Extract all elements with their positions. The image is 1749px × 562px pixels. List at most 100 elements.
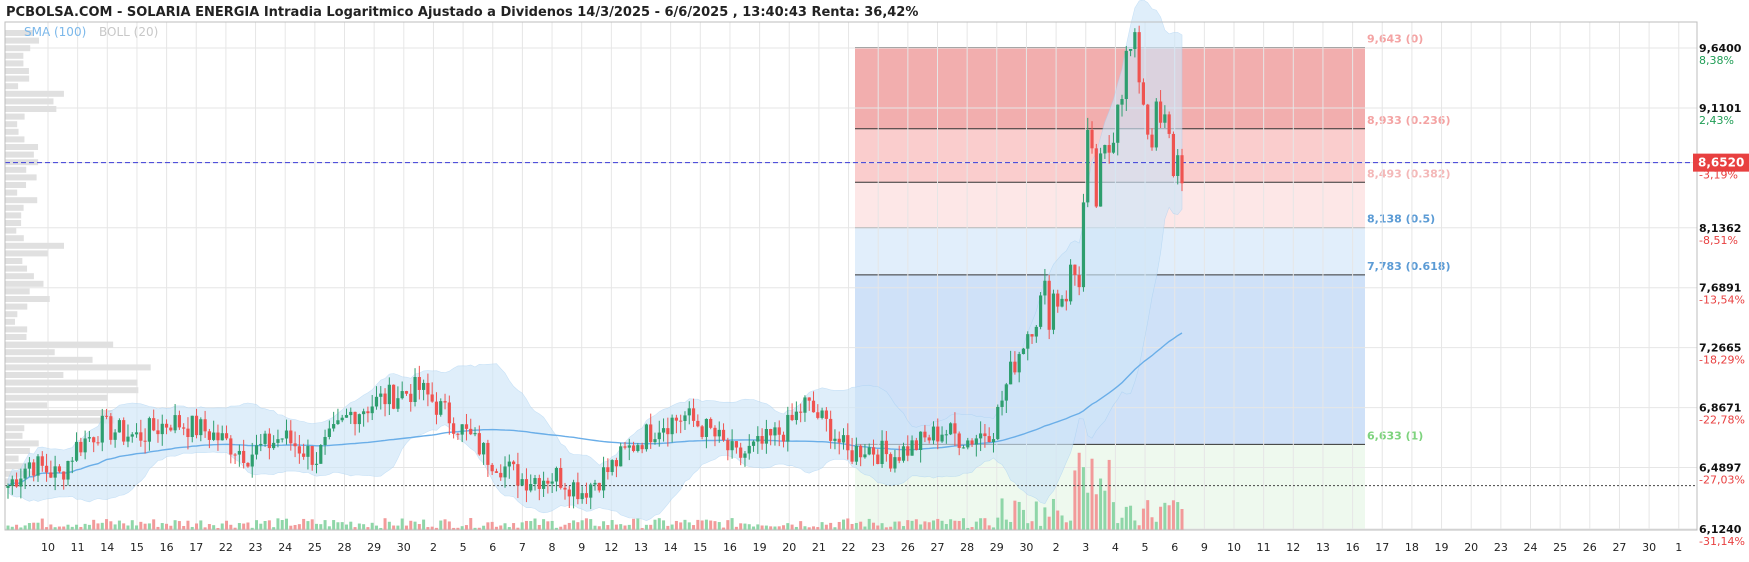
volume-bar	[872, 522, 876, 530]
x-tick-label: 14	[100, 541, 114, 554]
candle-body	[494, 471, 499, 473]
fib-label: 6,633 (1)	[1367, 429, 1423, 442]
pct-tick-label: -27,03%	[1699, 474, 1745, 487]
volume-bar	[739, 523, 743, 530]
candle-body	[764, 429, 768, 444]
volume-bar	[259, 523, 263, 530]
volume-bar	[143, 523, 147, 530]
volume-bar	[379, 527, 383, 530]
volume-bar	[27, 523, 31, 530]
candle-body	[79, 441, 83, 453]
candle-body	[910, 440, 914, 456]
x-tick-label: 5	[460, 541, 467, 554]
volume-profile-bar	[5, 30, 33, 36]
candle-body	[100, 415, 104, 443]
volume-bar	[276, 518, 280, 530]
candle-body	[949, 423, 953, 435]
volume-bar	[1081, 467, 1085, 530]
volume-bar	[919, 524, 923, 530]
volume-profile-bar	[5, 394, 108, 401]
candle-body	[122, 420, 126, 442]
x-tick-label: 20	[782, 541, 796, 554]
candle-body	[957, 433, 961, 448]
volume-profile-bar	[5, 83, 19, 90]
fib-label: 9,643 (0)	[1367, 33, 1423, 46]
pct-tick-label: -22,78%	[1699, 414, 1745, 427]
candle-body	[430, 394, 434, 402]
volume-bar	[961, 518, 965, 530]
candle-body	[507, 461, 511, 467]
candle-body	[520, 479, 524, 486]
volume-bar	[486, 522, 490, 530]
candle-body	[704, 418, 709, 437]
candle-body	[340, 417, 344, 421]
volume-bar	[837, 521, 841, 530]
volume-bar	[653, 519, 657, 530]
volume-bar	[584, 518, 588, 530]
volume-bar	[319, 524, 323, 530]
candle-body	[901, 446, 906, 461]
candle-body	[854, 445, 858, 462]
volume-bar	[786, 523, 790, 530]
candle-body	[254, 445, 259, 455]
volume-bar	[730, 518, 734, 530]
x-tick-label: 30	[397, 541, 411, 554]
x-tick-label: 24	[1524, 541, 1538, 554]
candle-body	[314, 463, 319, 465]
candle-body	[1176, 155, 1180, 176]
candle-body	[413, 376, 417, 402]
candle-body	[10, 479, 14, 486]
x-tick-label: 23	[871, 541, 885, 554]
candle-body	[846, 435, 850, 451]
candle-body	[1081, 202, 1086, 288]
candle-body	[601, 467, 606, 491]
volume-bar	[773, 526, 777, 530]
x-tick-label: 17	[1375, 541, 1389, 554]
candle-body	[593, 482, 597, 485]
volume-profile-bar	[5, 334, 27, 340]
candle-body	[452, 423, 456, 434]
volume-bar	[867, 518, 871, 530]
candle-body	[709, 418, 713, 428]
volume-profile-bar	[5, 144, 39, 150]
volume-profile-bar	[5, 227, 17, 234]
candle-body	[931, 426, 936, 441]
volume-bar	[70, 526, 74, 530]
volume-bar	[126, 525, 130, 530]
candle-body	[1133, 32, 1137, 50]
volume-bar	[1163, 502, 1167, 530]
candle-body	[974, 438, 978, 445]
volume-profile-bar	[5, 296, 50, 302]
candle-body	[713, 427, 717, 437]
candle-body	[696, 420, 700, 427]
volume-bar	[670, 524, 674, 530]
volume-profile-bar	[5, 280, 44, 287]
candle-body	[734, 441, 738, 448]
volume-bar	[816, 527, 820, 530]
candle-body	[893, 457, 897, 469]
candle-body	[644, 424, 649, 450]
volume-bar	[679, 522, 683, 530]
candle-body	[152, 418, 156, 431]
candle-body	[987, 436, 991, 443]
volume-bar	[396, 525, 400, 530]
volume-bar	[546, 521, 550, 530]
last-price-label: 8,6520	[1698, 156, 1744, 170]
volume-bar	[392, 525, 396, 530]
volume-bar	[289, 525, 293, 530]
volume-bar	[139, 521, 143, 530]
volume-bar	[649, 524, 653, 530]
volume-bar	[327, 526, 331, 530]
candle-body	[850, 450, 854, 462]
candle-body	[74, 441, 79, 461]
volume-bar	[931, 520, 935, 530]
candle-body	[212, 432, 216, 440]
volume-bar	[704, 519, 708, 530]
volume-bar	[464, 525, 468, 530]
candle-body	[362, 411, 366, 415]
volume-bar	[152, 519, 156, 530]
candle-body	[739, 447, 743, 458]
volume-bar	[267, 520, 271, 530]
candle-body	[756, 436, 760, 442]
x-tick-label: 9	[1201, 541, 1208, 554]
